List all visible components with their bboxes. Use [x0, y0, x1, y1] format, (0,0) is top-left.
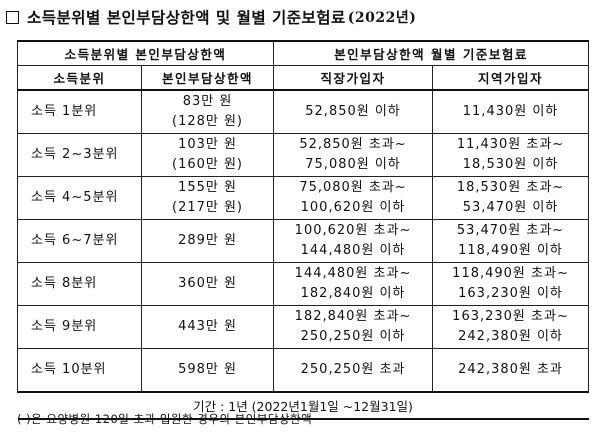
- quantile-cell: 소득 4~5분위: [17, 176, 142, 220]
- regional-premium-cell: 11,430원 이하: [432, 89, 590, 134]
- title-year: (2022년): [347, 10, 417, 26]
- employee-premium-line: 182,840원 초과~: [294, 309, 412, 324]
- employee-premium-line: 52,850원 초과~: [299, 137, 407, 152]
- quantile-cell: 소득 9분위: [17, 305, 142, 349]
- regional-premium-line: 118,490원 초과~: [452, 266, 569, 281]
- limit-cell: 598만 원: [140, 348, 275, 393]
- quantile-line: 소득 10분위: [31, 362, 107, 377]
- limit-cell: 443만 원: [140, 305, 275, 349]
- period-text: 기간 : 1년 (2022년1월1일 ~12월31일): [17, 391, 589, 420]
- quantile-cell: 소득 8분위: [17, 262, 142, 306]
- quantile-cell: 소득 2~3분위: [17, 133, 142, 177]
- header-row-columns: 소득분위 본인부담상한액 직장가입자 지역가입자: [17, 65, 590, 91]
- limit-cell: 83만 원 (128만 원): [140, 89, 275, 134]
- table-row: 소득 10분위 598만 원 250,250원 초과 242,380원 초과: [17, 348, 590, 393]
- limit-line: (217만 원): [172, 200, 244, 215]
- document-title: 소득분위별 본인부담상한액 및 월별 기준보험료 (2022년): [6, 4, 416, 30]
- employee-premium-line: 144,480원 초과~: [294, 266, 412, 281]
- regional-premium-line: 163,230원 초과~: [452, 309, 569, 324]
- header-regional: 지역가입자: [432, 65, 590, 91]
- regional-premium-line: 242,380원 초과: [458, 362, 563, 377]
- limit-cell: 289만 원: [140, 219, 275, 263]
- employee-premium-cell: 52,850원 이하: [273, 89, 434, 134]
- employee-premium-cell: 144,480원 초과~ 182,840원 이하: [273, 262, 434, 306]
- limit-cell: 103만 원 (160만 원): [140, 133, 275, 177]
- header-limit: 본인부담상한액: [140, 65, 275, 91]
- premium-table: 소득분위별 본인부담상한액 본인부담상한액 월별 기준보험료 소득분위 본인부담…: [16, 40, 590, 420]
- employee-premium-line: 100,620원 초과~: [294, 223, 412, 238]
- title-text: 소득분위별 본인부담상한액 및 월별 기준보험료: [27, 9, 346, 27]
- table-row: 소득 6~7분위 289만 원 100,620원 초과~ 144,480원 이하 53,…: [17, 219, 590, 263]
- header-row-group: 소득분위별 본인부담상한액 본인부담상한액 월별 기준보험료: [16, 40, 590, 66]
- quantile-cell: 소득 6~7분위: [17, 219, 142, 263]
- employee-premium-line: 182,840원 이하: [300, 286, 406, 301]
- quantile-line: 소득 9분위: [31, 319, 98, 334]
- limit-cell: 155만 원 (217만 원): [140, 176, 275, 220]
- regional-premium-line: 163,230원 이하: [458, 286, 563, 301]
- employee-premium-line: 250,250원 이하: [300, 329, 406, 344]
- regional-premium-line: 53,470원 이하: [462, 200, 559, 215]
- regional-premium-cell: 11,430원 초과~ 18,530원 이하: [432, 133, 590, 177]
- quantile-line: 소득 8분위: [31, 276, 98, 291]
- regional-premium-line: 18,530원 이하: [462, 157, 559, 172]
- regional-premium-cell: 53,470원 초과~ 118,490원 이하: [432, 219, 590, 263]
- quantile-line: 소득 2~3분위: [31, 147, 119, 162]
- employee-premium-line: 144,480원 이하: [300, 243, 406, 258]
- regional-premium-cell: 118,490원 초과~ 163,230원 이하: [432, 262, 590, 306]
- employee-premium-cell: 250,250원 초과: [273, 348, 434, 393]
- employee-premium-cell: 182,840원 초과~ 250,250원 이하: [273, 305, 434, 349]
- regional-premium-cell: 163,230원 초과~ 242,380원 이하: [432, 305, 590, 349]
- limit-line: 598만 원: [178, 362, 237, 377]
- checkbox-square-icon: [6, 10, 19, 24]
- employee-premium-cell: 100,620원 초과~ 144,480원 이하: [273, 219, 434, 263]
- table-row: 소득 9분위 443만 원 182,840원 초과~ 250,250원 이하 163,2…: [17, 305, 590, 349]
- header-employee: 직장가입자: [273, 65, 434, 91]
- table-row: 소득 2~3분위 103만 원 (160만 원) 52,850원 초과~ 75,080원…: [17, 133, 590, 177]
- employee-premium-cell: 75,080원 초과~ 100,620원 이하: [273, 176, 434, 220]
- limit-line: 155만 원: [178, 180, 237, 195]
- regional-premium-cell: 242,380원 초과: [432, 348, 590, 393]
- employee-premium-line: 52,850원 이하: [305, 104, 401, 119]
- regional-premium-line: 11,430원 초과~: [456, 137, 565, 152]
- table-row: 소득 1분위 83만 원 (128만 원) 52,850원 이하 11,430원 이하: [17, 89, 590, 134]
- header-group-left: 소득분위별 본인부담상한액: [16, 40, 275, 66]
- regional-premium-line: 242,380원 이하: [458, 329, 563, 344]
- employee-premium-line: 75,080원 초과~: [299, 180, 407, 195]
- limit-line: (160만 원): [172, 157, 244, 172]
- limit-line: 83만 원: [182, 94, 233, 109]
- table-row: 소득 4~5분위 155만 원 (217만 원) 75,080원 초과~ 100,620…: [17, 176, 590, 220]
- limit-line: 443만 원: [178, 319, 237, 334]
- limit-line: (128만 원): [172, 114, 244, 129]
- regional-premium-line: 11,430원 이하: [462, 104, 559, 119]
- quantile-cell: 소득 1분위: [17, 89, 142, 134]
- footnote: ( )은 요양병원 120일 초과 입원한 경우의 본인부담상한액: [17, 412, 313, 426]
- regional-premium-line: 18,530원 초과~: [456, 180, 565, 195]
- header-group-right: 본인부담상한액 월별 기준보험료: [273, 40, 590, 66]
- limit-line: 103만 원: [178, 137, 237, 152]
- regional-premium-line: 118,490원 이하: [458, 243, 563, 258]
- period-row: 기간 : 1년 (2022년1월1일 ~12월31일): [17, 391, 589, 420]
- quantile-line: 소득 1분위: [31, 104, 98, 119]
- limit-line: 289만 원: [178, 233, 237, 248]
- quantile-line: 소득 4~5분위: [31, 190, 119, 205]
- quantile-cell: 소득 10분위: [17, 348, 142, 393]
- limit-line: 360만 원: [178, 276, 237, 291]
- limit-cell: 360만 원: [140, 262, 275, 306]
- employee-premium-line: 100,620원 이하: [300, 200, 406, 215]
- regional-premium-cell: 18,530원 초과~ 53,470원 이하: [432, 176, 590, 220]
- employee-premium-cell: 52,850원 초과~ 75,080원 이하: [273, 133, 434, 177]
- regional-premium-line: 53,470원 초과~: [456, 223, 565, 238]
- table-row: 소득 8분위 360만 원 144,480원 초과~ 182,840원 이하 118,4…: [17, 262, 590, 306]
- employee-premium-line: 75,080원 이하: [305, 157, 401, 172]
- quantile-line: 소득 6~7분위: [31, 233, 119, 248]
- header-quantile: 소득분위: [17, 65, 142, 91]
- employee-premium-line: 250,250원 초과: [300, 362, 406, 377]
